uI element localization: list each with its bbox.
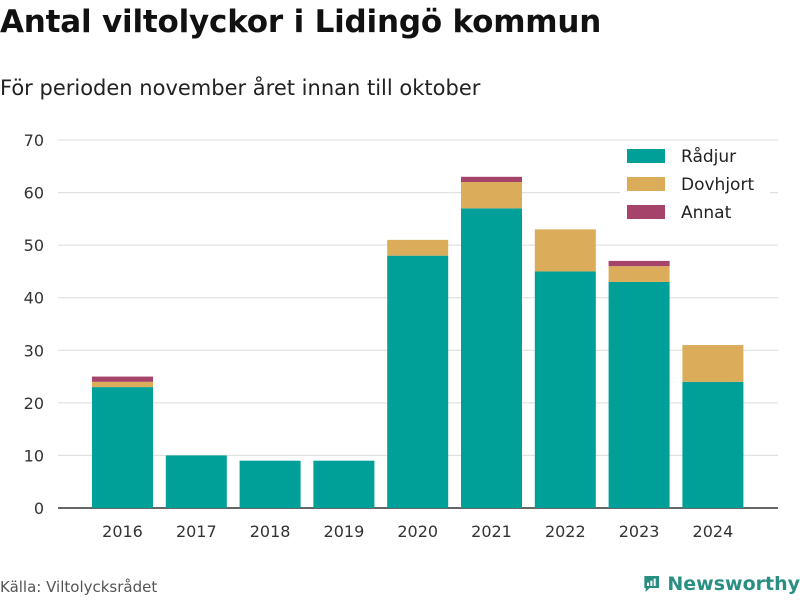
x-tick-label: 2024: [693, 522, 734, 541]
bar-segment-annat-2023: [608, 260, 670, 267]
bar-segment-annat-2016: [92, 376, 153, 382]
x-tick-label: 2023: [619, 522, 660, 541]
legend-label: Rådjur: [681, 146, 736, 167]
bar-segment-dovhjort-2022: [534, 229, 596, 272]
bar-segment-rådjur-2024: [682, 381, 744, 508]
y-tick-label: 40: [24, 289, 44, 308]
legend-swatch-rådjur: [627, 149, 665, 163]
stacked-bar-chart: 0 10 20 30 40 50 60 70 2016 2017 2018 2019 2020 2021…: [24, 131, 778, 541]
newsworthy-logo-icon: [644, 575, 660, 593]
bar-segment-dovhjort-2023: [608, 266, 670, 282]
bar-segment-dovhjort-2020: [387, 239, 449, 256]
bar-segment-annat-2021: [461, 176, 522, 183]
legend-label: Annat: [681, 203, 732, 223]
x-tick-label: 2018: [250, 522, 291, 541]
y-tick-label: 30: [24, 341, 44, 360]
x-tick-label: 2019: [324, 522, 365, 541]
y-axis-tick-labels: 0 10 20 30 40 50 60 70: [24, 131, 44, 518]
legend-swatch-dovhjort: [627, 177, 665, 191]
bar-segment-dovhjort-2016: [92, 381, 153, 388]
bar-segment-dovhjort-2021: [461, 182, 522, 209]
chart-subtitle: För perioden november året innan till ok…: [0, 76, 481, 100]
bar-segment-rådjur-2023: [608, 281, 670, 508]
bar-segment-rådjur-2017: [165, 455, 227, 508]
x-tick-label: 2016: [102, 522, 143, 541]
y-tick-label: 0: [34, 499, 44, 518]
chart-title: Antal viltolyckor i Lidingö kommun: [0, 4, 602, 40]
legend-label: Dovhjort: [681, 175, 754, 195]
bars: [92, 176, 744, 509]
y-tick-label: 70: [24, 131, 44, 150]
legend: Rådjur Dovhjort Annat: [620, 142, 770, 228]
x-tick-label: 2017: [176, 522, 217, 541]
y-tick-label: 20: [24, 394, 44, 413]
brand-name: Newsworthy: [667, 573, 800, 595]
source-note: Källa: Viltolycksrådet: [0, 578, 158, 596]
y-tick-label: 60: [24, 184, 44, 203]
bar-segment-rådjur-2016: [92, 387, 153, 508]
legend-swatch-annat: [627, 205, 665, 219]
brand-logo: Newsworthy: [643, 568, 800, 600]
x-tick-label: 2021: [471, 522, 512, 541]
bar-segment-dovhjort-2024: [682, 345, 744, 382]
y-tick-label: 10: [24, 446, 44, 465]
x-axis-tick-labels: 2016 2017 2018 2019 2020 2021 2022 2023 2024: [102, 522, 733, 541]
bar-segment-rådjur-2021: [461, 208, 522, 509]
x-tick-label: 2022: [545, 522, 586, 541]
bar-segment-rådjur-2019: [313, 460, 375, 508]
x-tick-label: 2020: [397, 522, 438, 541]
bar-segment-rådjur-2020: [387, 255, 449, 508]
bar-segment-rådjur-2022: [534, 271, 596, 508]
bar-segment-rådjur-2018: [239, 460, 301, 508]
y-tick-label: 50: [24, 236, 44, 255]
